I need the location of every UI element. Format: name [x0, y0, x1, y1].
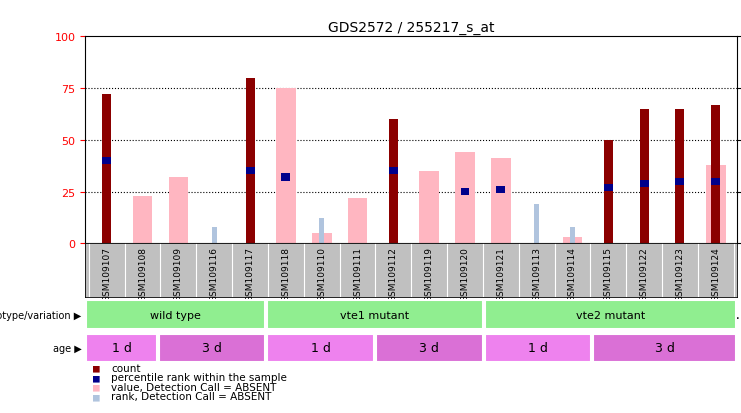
Bar — [348, 198, 368, 244]
Bar — [604, 140, 613, 244]
Bar — [245, 78, 254, 244]
Text: 3 d: 3 d — [419, 342, 439, 354]
Text: GSM109108: GSM109108 — [138, 246, 147, 301]
Text: vte1 mutant: vte1 mutant — [340, 310, 410, 320]
Text: genotype/variation ▶: genotype/variation ▶ — [0, 310, 82, 320]
Bar — [282, 174, 290, 181]
Bar — [534, 204, 539, 244]
Text: GSM109116: GSM109116 — [210, 246, 219, 301]
Text: 3 d: 3 d — [202, 342, 222, 354]
Bar — [159, 334, 265, 362]
Bar — [642, 192, 647, 244]
Bar — [485, 301, 737, 329]
Text: 1 d: 1 d — [528, 342, 548, 354]
Bar — [460, 188, 470, 196]
Bar — [102, 95, 111, 244]
Bar — [639, 180, 648, 188]
Text: GSM109107: GSM109107 — [102, 246, 111, 301]
Bar — [594, 334, 737, 362]
Text: GSM109123: GSM109123 — [676, 246, 685, 301]
Text: ■: ■ — [93, 382, 99, 392]
Text: GSM109114: GSM109114 — [568, 246, 577, 301]
Text: GSM109113: GSM109113 — [532, 246, 541, 301]
Bar — [562, 237, 582, 244]
Bar — [485, 334, 591, 362]
Text: GSM109120: GSM109120 — [460, 246, 470, 301]
Bar — [389, 168, 398, 175]
Bar — [711, 105, 720, 244]
Bar — [706, 165, 725, 244]
Text: value, Detection Call = ABSENT: value, Detection Call = ABSENT — [111, 382, 276, 392]
Bar — [319, 219, 325, 244]
Text: GSM109109: GSM109109 — [174, 246, 183, 301]
Bar — [86, 301, 265, 329]
Text: GSM109119: GSM109119 — [425, 246, 433, 301]
Text: wild type: wild type — [150, 310, 202, 320]
Bar — [570, 227, 575, 244]
Bar — [276, 89, 296, 244]
Bar — [211, 227, 217, 244]
Text: GSM109122: GSM109122 — [639, 246, 648, 301]
Bar — [102, 157, 111, 165]
Text: 1 d: 1 d — [111, 342, 131, 354]
Bar — [133, 196, 153, 244]
Text: 3 d: 3 d — [655, 342, 675, 354]
Text: count: count — [111, 363, 141, 373]
Bar — [168, 178, 188, 244]
Bar — [639, 109, 648, 244]
Text: rank, Detection Call = ABSENT: rank, Detection Call = ABSENT — [111, 392, 271, 401]
Text: GSM109110: GSM109110 — [317, 246, 326, 301]
Text: ■: ■ — [93, 392, 99, 401]
Title: GDS2572 / 255217_s_at: GDS2572 / 255217_s_at — [328, 21, 494, 35]
Text: GSM109115: GSM109115 — [604, 246, 613, 301]
Text: GSM109112: GSM109112 — [389, 246, 398, 301]
Text: GSM109124: GSM109124 — [711, 246, 720, 301]
Text: age ▶: age ▶ — [53, 343, 82, 353]
Bar — [604, 184, 613, 192]
Text: vte2 mutant: vte2 mutant — [576, 310, 645, 320]
Bar — [245, 168, 254, 175]
Text: 1 d: 1 d — [310, 342, 330, 354]
Bar — [496, 186, 505, 194]
Text: GSM109121: GSM109121 — [496, 246, 505, 301]
Bar — [376, 334, 482, 362]
Bar — [312, 233, 331, 244]
Text: GSM109118: GSM109118 — [282, 246, 290, 301]
Bar — [455, 153, 475, 244]
Bar — [419, 171, 439, 244]
Bar — [268, 301, 482, 329]
Text: ■: ■ — [93, 373, 99, 382]
Text: GSM109111: GSM109111 — [353, 246, 362, 301]
Bar — [676, 109, 685, 244]
Bar — [491, 159, 511, 244]
Bar — [86, 334, 156, 362]
Bar — [711, 178, 720, 185]
Bar — [268, 334, 374, 362]
Bar — [389, 120, 398, 244]
Text: ■: ■ — [93, 363, 99, 373]
Text: GSM109117: GSM109117 — [245, 246, 254, 301]
Text: percentile rank within the sample: percentile rank within the sample — [111, 373, 287, 382]
Bar — [676, 178, 685, 185]
